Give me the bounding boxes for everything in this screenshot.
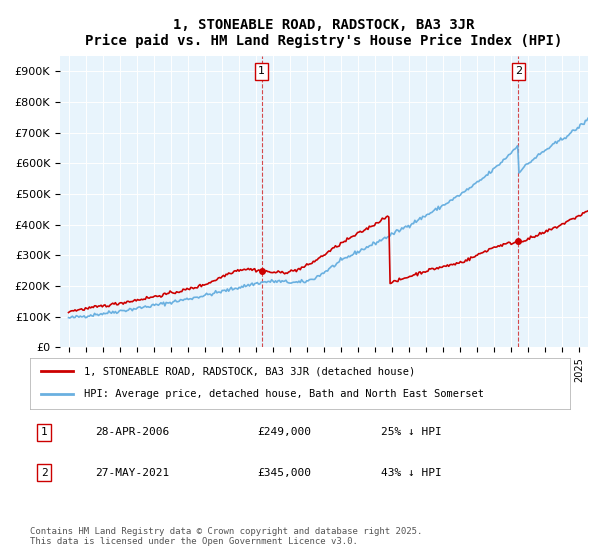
Text: HPI: Average price, detached house, Bath and North East Somerset: HPI: Average price, detached house, Bath… <box>84 389 484 399</box>
Text: 1: 1 <box>258 66 265 76</box>
Text: £249,000: £249,000 <box>257 427 311 437</box>
Text: 28-APR-2006: 28-APR-2006 <box>95 427 169 437</box>
Text: 1: 1 <box>41 427 47 437</box>
Text: 27-MAY-2021: 27-MAY-2021 <box>95 468 169 478</box>
Text: 43% ↓ HPI: 43% ↓ HPI <box>381 468 442 478</box>
Text: 1, STONEABLE ROAD, RADSTOCK, BA3 3JR (detached house): 1, STONEABLE ROAD, RADSTOCK, BA3 3JR (de… <box>84 366 415 376</box>
Text: Contains HM Land Registry data © Crown copyright and database right 2025.
This d: Contains HM Land Registry data © Crown c… <box>30 526 422 546</box>
Title: 1, STONEABLE ROAD, RADSTOCK, BA3 3JR
Price paid vs. HM Land Registry's House Pri: 1, STONEABLE ROAD, RADSTOCK, BA3 3JR Pri… <box>85 17 563 48</box>
Text: 25% ↓ HPI: 25% ↓ HPI <box>381 427 442 437</box>
Text: £345,000: £345,000 <box>257 468 311 478</box>
Text: 2: 2 <box>41 468 47 478</box>
Text: 2: 2 <box>515 66 522 76</box>
